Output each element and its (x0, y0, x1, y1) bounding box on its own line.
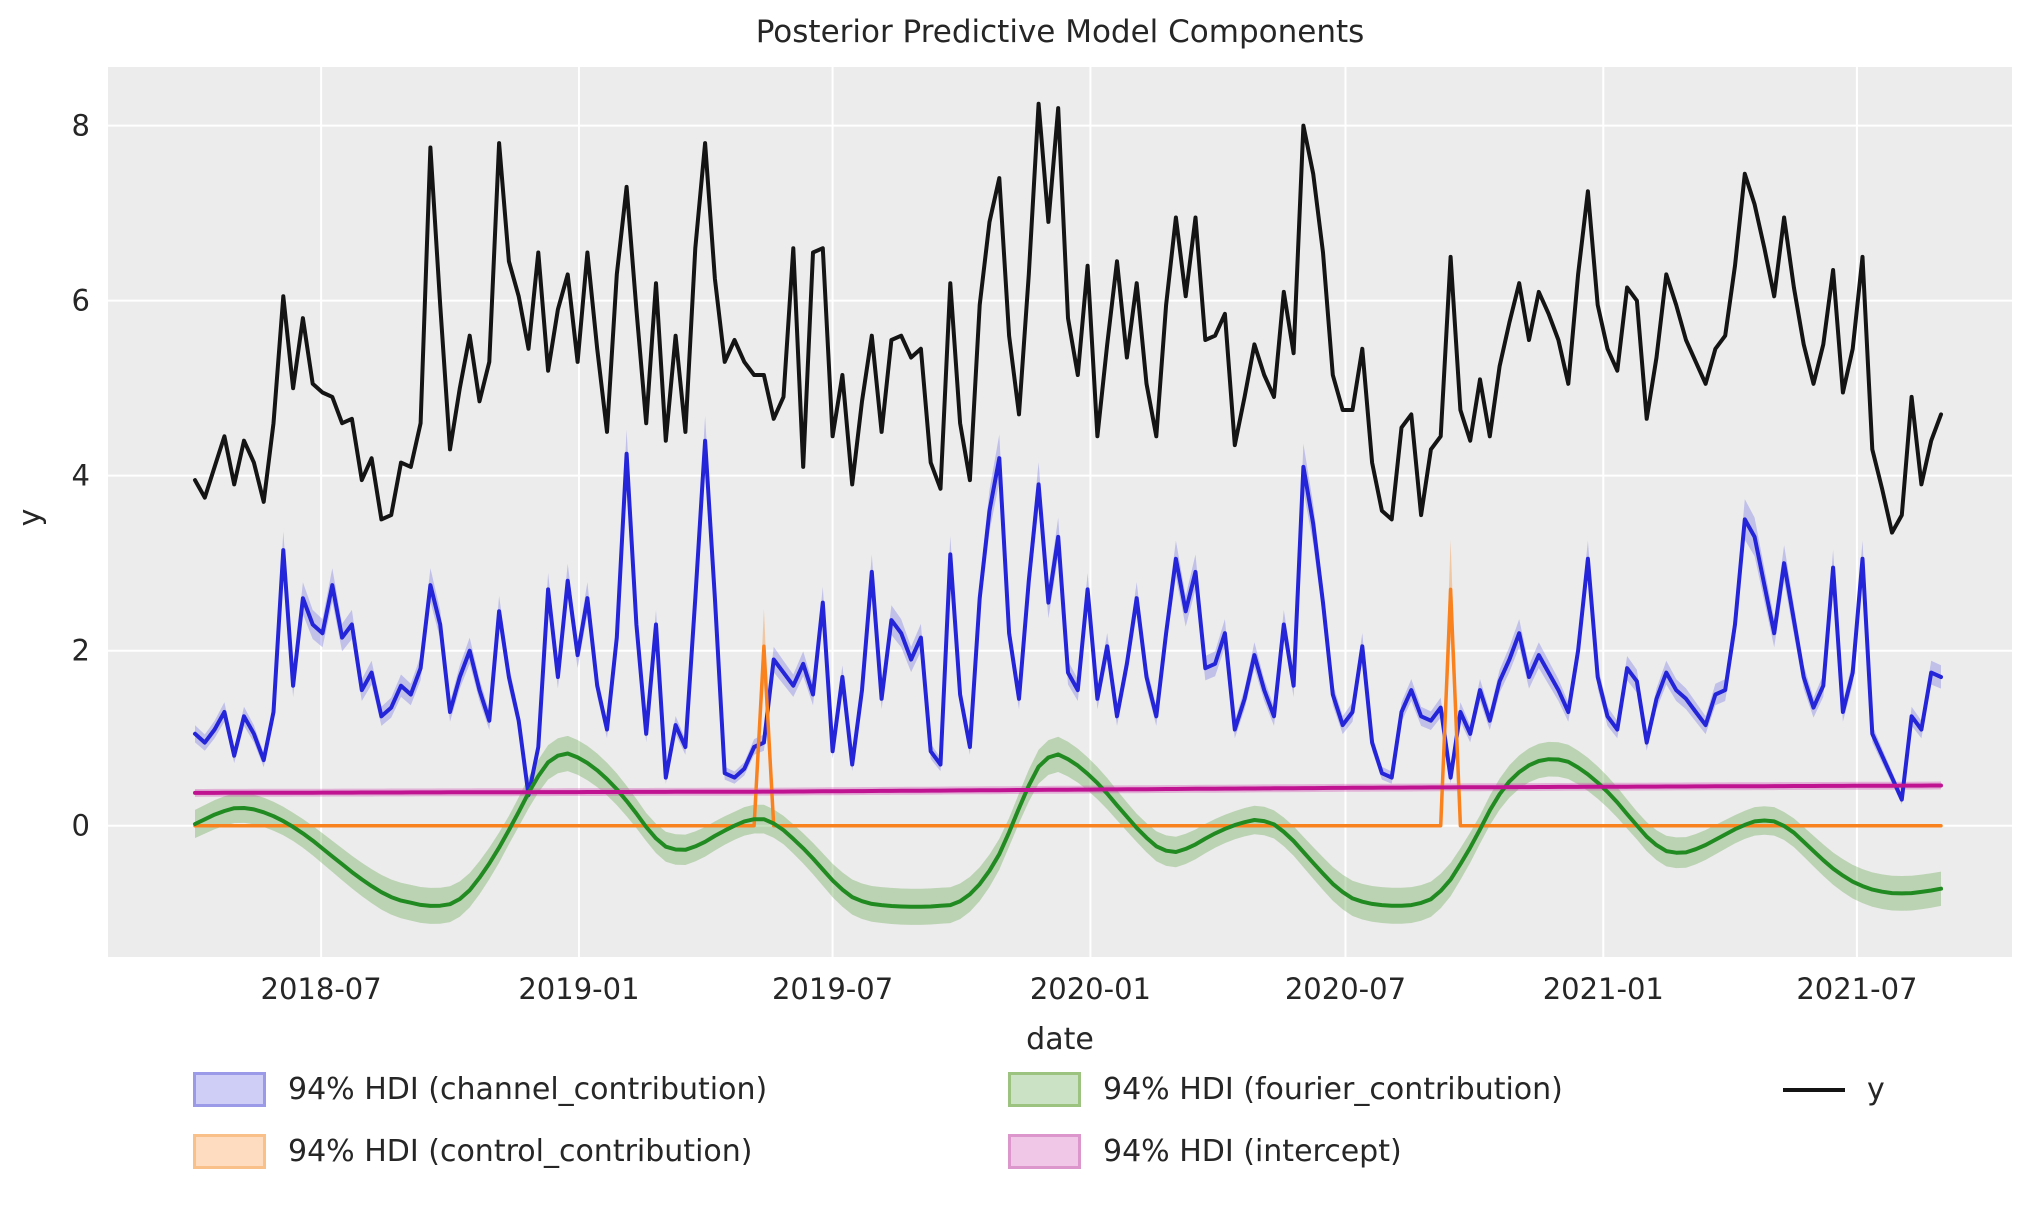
legend-line-swatch (1783, 1087, 1845, 1092)
x-tick-label: 2019-07 (772, 972, 893, 1006)
legend-item: 94% HDI (channel_contribution) (193, 1072, 767, 1107)
plot-background (108, 67, 2012, 957)
series-channel_contribution-line (193, 438, 1943, 802)
series-y-line (193, 101, 1943, 535)
legend-label: 94% HDI (channel_contribution) (288, 1072, 768, 1107)
legend-patch-swatch (193, 1072, 266, 1107)
x-tick-label: 2021-01 (1543, 972, 1664, 1006)
legend-item: 94% HDI (intercept) (1008, 1134, 1402, 1169)
legend-item: 94% HDI (control_contribution) (193, 1134, 752, 1169)
series-fourier_contribution-hdi-band (195, 735, 1941, 925)
legend-item: 94% HDI (fourier_contribution) (1008, 1072, 1563, 1107)
legend-patch-swatch (1008, 1072, 1081, 1107)
x-tick-label: 2020-07 (1285, 972, 1406, 1006)
series-intercept-line (193, 783, 1943, 795)
legend-patch-swatch (1008, 1134, 1081, 1169)
x-tick-label: 2020-01 (1030, 972, 1151, 1006)
series-control_contribution-line (193, 587, 1943, 828)
series-fourier_contribution-line (193, 751, 1943, 909)
legend-label: 94% HDI (intercept) (1103, 1134, 1402, 1169)
x-tick-label: 2018-07 (261, 972, 382, 1006)
y-axis-label: y (12, 508, 48, 527)
y-tick-label: 4 (72, 459, 90, 493)
chart-title: Posterior Predictive Model Components (755, 14, 1365, 50)
legend-label: y (1867, 1072, 1885, 1107)
y-tick-label: 2 (72, 634, 90, 668)
y-tick-label: 0 (72, 809, 90, 843)
y-tick-label: 8 (72, 109, 90, 143)
legend-label: 94% HDI (fourier_contribution) (1103, 1072, 1563, 1107)
legend-item: y (1783, 1072, 1885, 1107)
x-axis-label: date (1026, 1022, 1094, 1057)
legend-patch-swatch (193, 1134, 266, 1169)
y-tick-label: 6 (72, 284, 90, 318)
legend-label: 94% HDI (control_contribution) (288, 1134, 753, 1169)
legend: 94% HDI (channel_contribution) 94% HDI (c… (0, 1062, 2023, 1212)
x-tick-label: 2021-07 (1796, 972, 1917, 1006)
x-tick-label: 2019-01 (518, 972, 639, 1006)
